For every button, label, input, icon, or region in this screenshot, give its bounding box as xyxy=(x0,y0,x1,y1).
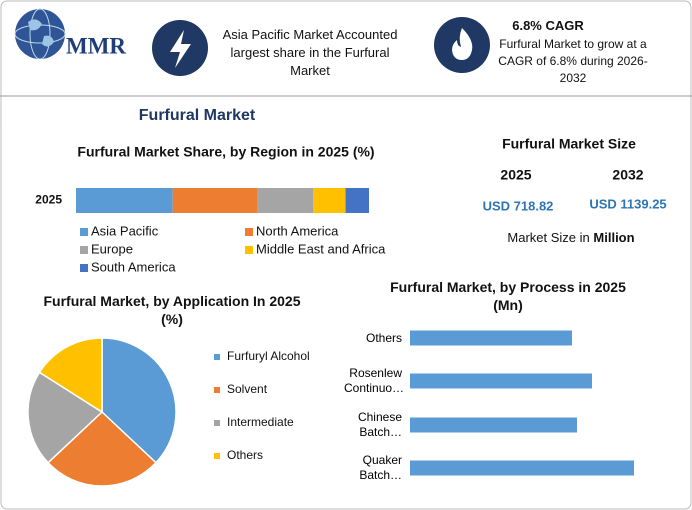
unit: Million xyxy=(593,230,634,245)
bar-segment xyxy=(345,188,369,213)
legend-swatch xyxy=(214,354,220,360)
y-tick-label: Chinese Batch… xyxy=(357,410,402,439)
size-unit: Market Size in Million xyxy=(507,230,634,245)
callout: Furfural Market to grow at a CAGR of 6.8… xyxy=(498,37,648,85)
pie-slice xyxy=(27,371,104,464)
chart-title: Furfural Market Share, by Region in 2025… xyxy=(77,144,374,160)
bar xyxy=(410,460,634,476)
pie-slice xyxy=(101,337,177,464)
bar-segment xyxy=(76,188,173,213)
chart-title: Furfural Market, by Process in 2025 (Mn) xyxy=(390,279,626,313)
icon-bolt xyxy=(152,20,208,76)
legend-swatch xyxy=(80,246,88,254)
legend-label: Intermediate xyxy=(227,415,294,429)
size-value: USD 1139.25 xyxy=(589,196,666,211)
callout-title: 6.8% CAGR xyxy=(512,18,584,33)
legend-swatch xyxy=(80,264,88,272)
y-tick-label: 2025 xyxy=(35,193,62,207)
bar-segment xyxy=(257,188,314,213)
y-tick-label: Others xyxy=(365,330,402,345)
y-tick-label: Rosenlew Continuo… xyxy=(344,366,405,395)
legend-swatch xyxy=(214,453,220,459)
logo-text: MMR xyxy=(66,33,126,58)
bar xyxy=(410,417,577,433)
icon-flame xyxy=(434,17,490,73)
y-tick-label: Quaker Batch… xyxy=(359,453,402,482)
page-title: Furfural Market xyxy=(139,107,256,124)
legend-swatch xyxy=(245,246,253,254)
pie-slice xyxy=(46,410,158,487)
legend-label: Europe xyxy=(91,241,133,256)
bar xyxy=(410,373,592,389)
size-year: 2032 xyxy=(612,167,643,183)
pie-slice xyxy=(38,337,103,414)
legend-swatch xyxy=(214,387,220,393)
legend-label: Asia Pacific xyxy=(91,223,159,238)
bar-segment xyxy=(313,188,346,213)
legend-label: Middle East and Africa xyxy=(256,241,386,256)
legend-label: Others xyxy=(227,448,263,462)
legend-swatch xyxy=(245,228,253,236)
legend-label: Solvent xyxy=(227,382,268,396)
logo-globe xyxy=(14,8,66,60)
bar xyxy=(410,330,572,346)
chart-title: Furfural Market, by Application In 2025 … xyxy=(43,293,301,327)
legend-label: Furfuryl Alcohol xyxy=(227,349,310,363)
legend-swatch xyxy=(214,420,220,426)
legend-label: North America xyxy=(256,223,339,238)
legend-label: South America xyxy=(91,259,176,274)
size-value: USD 718.82 xyxy=(483,198,554,213)
legend-swatch xyxy=(80,228,88,236)
bar-segment xyxy=(172,188,258,213)
unit-prefix: Market Size in xyxy=(507,230,589,245)
size-title: Furfural Market Size xyxy=(502,136,636,152)
callout: Asia Pacific Market Accounted largest sh… xyxy=(222,27,398,78)
size-year: 2025 xyxy=(500,167,531,183)
